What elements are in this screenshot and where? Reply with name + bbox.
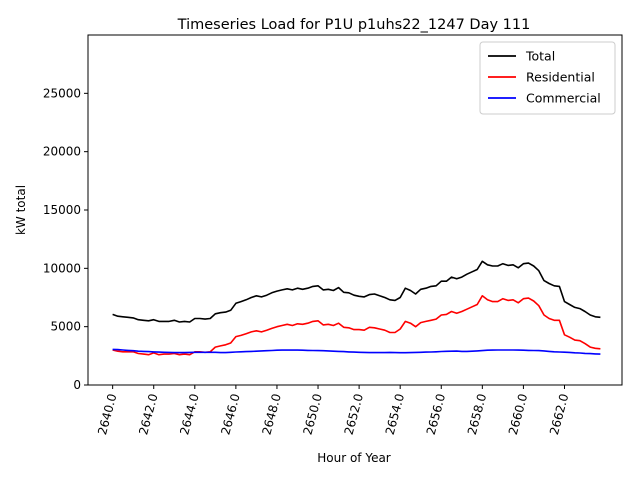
legend: Total Residential Commercial [479, 41, 616, 115]
legend-frame [479, 41, 616, 115]
y-tick-label: 5000 [50, 320, 81, 334]
legend-label-commercial: Commercial [526, 91, 601, 106]
y-tick-label: 10000 [43, 261, 81, 275]
series-layer [112, 260, 601, 356]
y-tick-label: 20000 [43, 145, 81, 159]
series-line-total [112, 260, 601, 323]
legend-label-total: Total [525, 49, 555, 64]
y-axis: 0 5000 10000 15000 20000 25000 [43, 86, 88, 392]
x-axis-label: Hour of Year [317, 451, 391, 465]
legend-label-residential: Residential [526, 70, 595, 85]
y-axis-label: kW total [14, 185, 28, 235]
y-tick-label: 15000 [43, 203, 81, 217]
y-tick-label: 0 [73, 378, 81, 392]
y-tick-label: 25000 [43, 86, 81, 100]
chart-title: Timeseries Load for P1U p1uhs22_1247 Day… [177, 17, 531, 33]
series-line-commercial [112, 348, 601, 355]
